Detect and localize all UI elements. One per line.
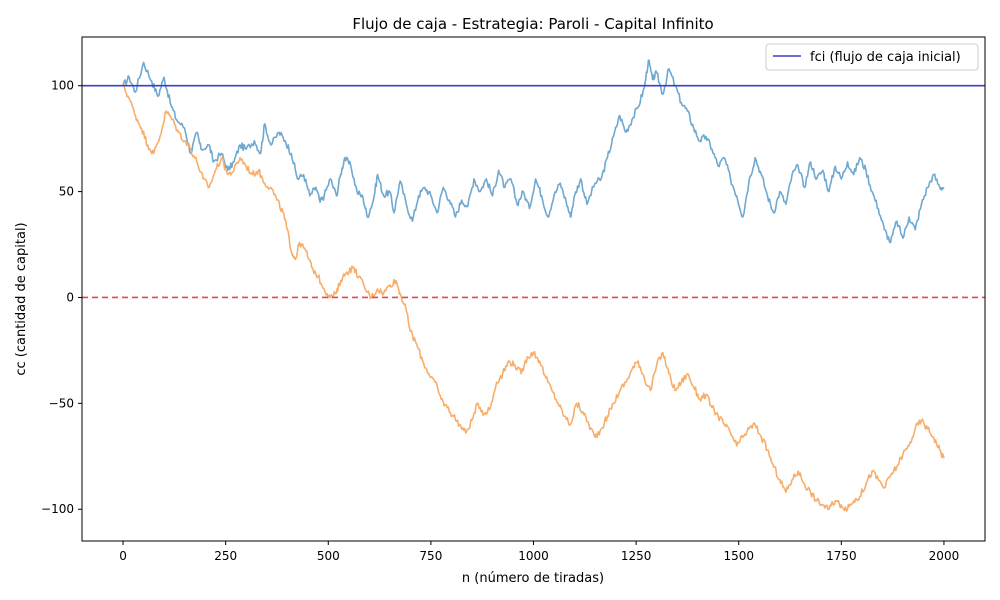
legend-label: fci (flujo de caja inicial) <box>810 50 961 65</box>
x-axis: 0 250 500 750 1000 1250 1500 1750 2000 <box>119 541 959 563</box>
y-tick-label: 50 <box>59 185 74 199</box>
x-tick-label: 750 <box>419 549 442 563</box>
legend-box <box>765 43 979 71</box>
y-tick-label: −100 <box>41 502 74 516</box>
x-tick-label: 1750 <box>826 549 857 563</box>
x-tick-label: 1500 <box>723 549 754 563</box>
chart-title: Flujo de caja - Estrategia: Paroli - Cap… <box>352 15 713 33</box>
legend: fci (flujo de caja inicial) <box>765 43 979 71</box>
x-tick-label: 0 <box>119 549 127 563</box>
y-axis: 100 50 0 −50 −100 <box>41 79 82 516</box>
x-tick-label: 250 <box>214 549 237 563</box>
x-tick-label: 1000 <box>518 549 549 563</box>
y-tick-label: 100 <box>51 79 74 93</box>
x-axis-label: n (número de tiradas) <box>462 571 604 586</box>
plot-area-frame <box>81 36 986 542</box>
x-tick-label: 500 <box>317 549 340 563</box>
x-tick-label: 1250 <box>621 549 652 563</box>
y-tick-label: 0 <box>66 290 74 304</box>
x-tick-label: 2000 <box>929 549 960 563</box>
series-line-2 <box>122 84 945 512</box>
y-axis-label: cc (cantidad de capital) <box>14 222 29 375</box>
y-tick-label: −50 <box>49 396 74 410</box>
series-line-1 <box>122 59 945 244</box>
